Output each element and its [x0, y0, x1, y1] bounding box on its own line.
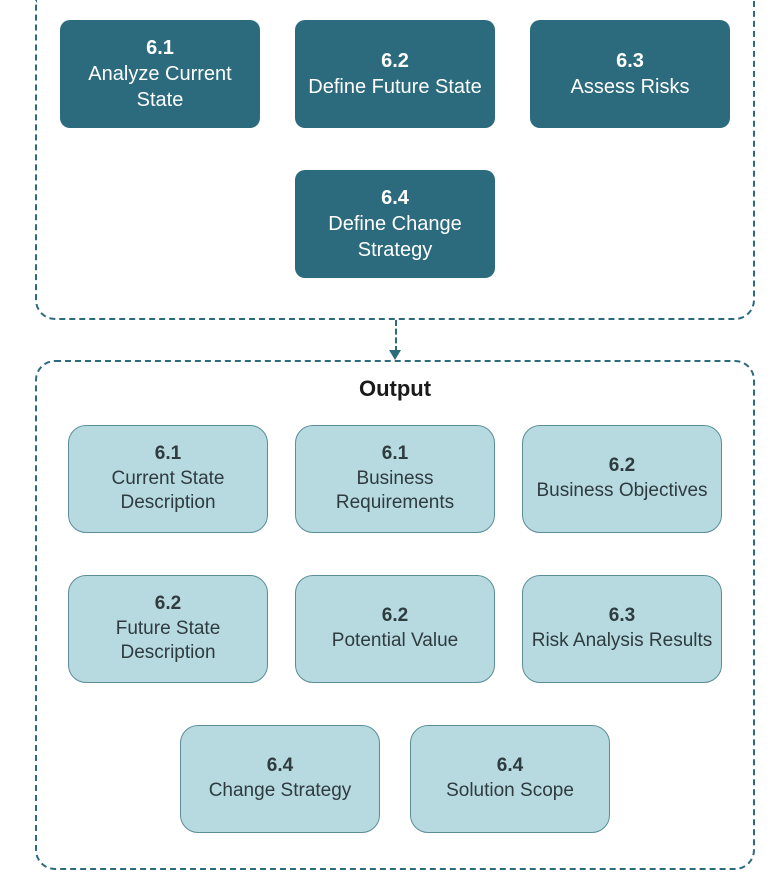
output-title: Output: [35, 376, 755, 402]
output-label: Solution Scope: [446, 779, 574, 804]
output-num: 6.2: [155, 592, 181, 617]
output-label: Future State: [116, 617, 221, 642]
task-6-2: 6.2 Define Future State: [295, 20, 495, 128]
output-label: Risk Analysis Results: [532, 629, 713, 654]
output-num: 6.2: [609, 454, 635, 479]
arrow-line: [395, 320, 397, 352]
output-num: 6.2: [382, 604, 408, 629]
arrow-head-icon: [389, 350, 401, 360]
task-num: 6.4: [381, 185, 409, 211]
task-num: 6.2: [381, 48, 409, 74]
output-num: 6.4: [497, 754, 523, 779]
task-label: Define Change: [328, 211, 461, 237]
task-num: 6.1: [146, 35, 174, 61]
output-6-2-future-state: 6.2 Future State Description: [68, 575, 268, 683]
task-label: State: [137, 87, 184, 113]
task-label: Define Future State: [308, 74, 481, 100]
output-6-3-risk-analysis: 6.3 Risk Analysis Results: [522, 575, 722, 683]
task-6-3: 6.3 Assess Risks: [530, 20, 730, 128]
output-num: 6.1: [155, 442, 181, 467]
output-label: Business Objectives: [536, 479, 707, 504]
task-label: Assess Risks: [571, 74, 690, 100]
output-label: Business: [356, 467, 433, 492]
task-label: Analyze Current: [88, 61, 231, 87]
output-label: Description: [120, 641, 215, 666]
task-6-4: 6.4 Define Change Strategy: [295, 170, 495, 278]
output-num: 6.4: [267, 754, 293, 779]
output-6-1-business-requirements: 6.1 Business Requirements: [295, 425, 495, 533]
task-num: 6.3: [616, 48, 644, 74]
output-label: Change Strategy: [209, 779, 352, 804]
output-label: Current State: [112, 467, 225, 492]
output-num: 6.1: [382, 442, 408, 467]
output-label: Potential Value: [332, 629, 458, 654]
output-label: Description: [120, 491, 215, 516]
output-6-2-potential-value: 6.2 Potential Value: [295, 575, 495, 683]
output-6-4-change-strategy: 6.4 Change Strategy: [180, 725, 380, 833]
output-6-4-solution-scope: 6.4 Solution Scope: [410, 725, 610, 833]
output-6-2-business-objectives: 6.2 Business Objectives: [522, 425, 722, 533]
output-6-1-current-state: 6.1 Current State Description: [68, 425, 268, 533]
task-6-1: 6.1 Analyze Current State: [60, 20, 260, 128]
output-num: 6.3: [609, 604, 635, 629]
output-label: Requirements: [336, 491, 454, 516]
task-label: Strategy: [358, 237, 432, 263]
